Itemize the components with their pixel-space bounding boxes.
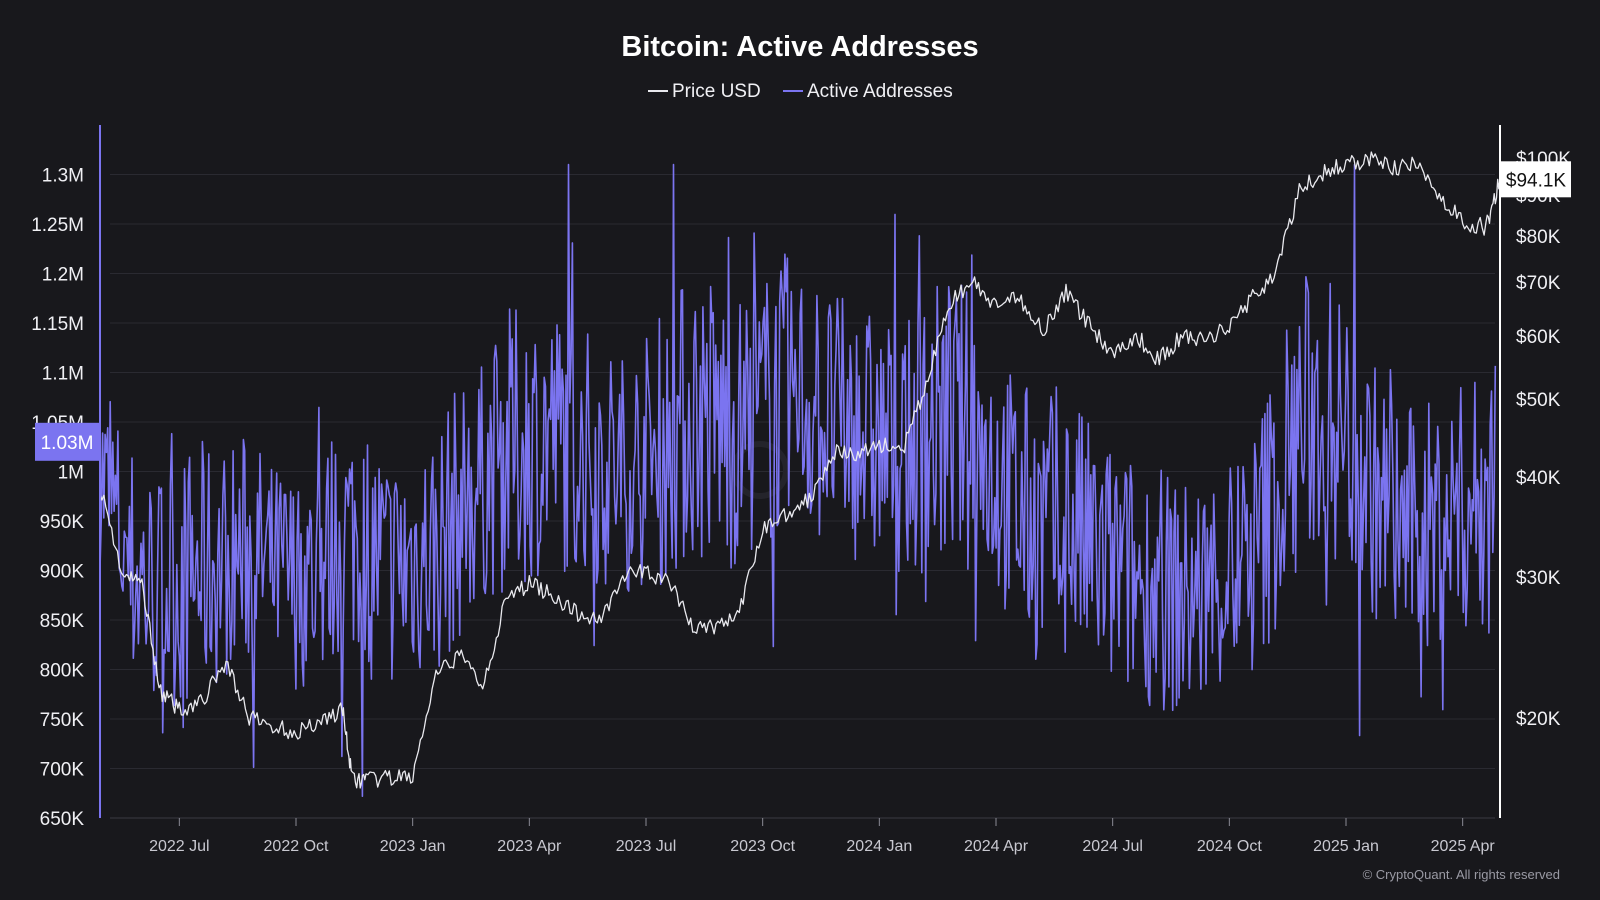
x-tick-label: 2024 Oct xyxy=(1197,838,1262,855)
right-current-badge xyxy=(1501,161,1571,198)
left-tick-label: 700K xyxy=(40,760,85,781)
left-tick-label: 950K xyxy=(40,512,85,533)
right-tick-label: $40K xyxy=(1516,468,1561,489)
left-tick-label: 1.2M xyxy=(42,265,84,286)
copyright-footer: © CryptoQuant. All rights reserved xyxy=(1362,867,1560,882)
series-group xyxy=(99,151,1501,798)
left-tick-label: 1.15M xyxy=(31,314,84,335)
right-tick-label: $30K xyxy=(1516,568,1561,589)
x-tick-label: 2023 Apr xyxy=(497,838,562,855)
left-tick-label: 1.25M xyxy=(31,215,84,236)
legend: Price USD Active Addresses xyxy=(648,81,953,102)
right-tick-label: $80K xyxy=(1516,227,1561,248)
left-current-value: 1.03M xyxy=(41,433,94,454)
left-tick-label: 750K xyxy=(40,710,85,731)
right-tick-label: $50K xyxy=(1516,390,1561,411)
left-tick-label: 850K xyxy=(40,611,85,632)
x-tick-label: 2025 Jan xyxy=(1313,838,1379,855)
left-tick-label: 800K xyxy=(40,661,85,682)
left-current-badge xyxy=(35,422,100,461)
x-tick-label: 2024 Jul xyxy=(1082,838,1143,855)
x-tick-label: 2024 Apr xyxy=(964,838,1029,855)
chart-title: Bitcoin: Active Addresses xyxy=(621,31,978,63)
x-tick-label: 2022 Oct xyxy=(264,838,329,855)
price-line xyxy=(99,151,1501,789)
x-tick-label: 2023 Oct xyxy=(730,838,795,855)
legend-label: Price USD xyxy=(672,81,761,102)
x-tick-label: 2025 Apr xyxy=(1431,838,1496,855)
legend-label: Active Addresses xyxy=(807,81,953,102)
x-tick-label: 2023 Jan xyxy=(380,838,446,855)
left-tick-label: 1.1M xyxy=(42,364,84,385)
left-tick-label: 1M xyxy=(58,463,84,484)
right-tick-label: $60K xyxy=(1516,327,1561,348)
x-tick-label: 2022 Jul xyxy=(149,838,210,855)
right-tick-label: $20K xyxy=(1516,709,1561,730)
active-addresses-line xyxy=(99,163,1497,798)
left-tick-label: 1.3M xyxy=(42,166,84,187)
axes: 650K700K750K800K850K900K950K1M1.05M1.1M1… xyxy=(31,125,1571,855)
x-tick-label: 2023 Jul xyxy=(616,838,677,855)
x-tick-label: 2024 Jan xyxy=(846,838,912,855)
left-tick-label: 900K xyxy=(40,562,85,583)
right-tick-label: $70K xyxy=(1516,273,1561,294)
right-current-value: $94.1K xyxy=(1506,170,1567,191)
left-tick-label: 650K xyxy=(40,809,85,830)
